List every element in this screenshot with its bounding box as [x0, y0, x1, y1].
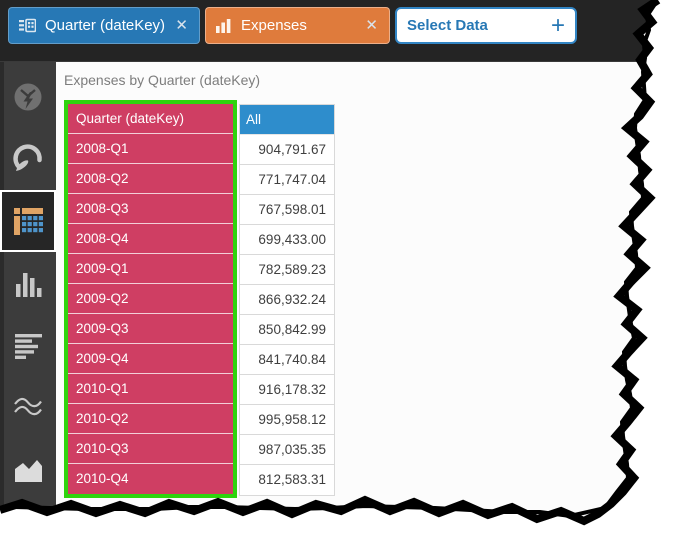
value-field-pill[interactable]: Expenses ✕: [205, 7, 390, 44]
row-key-cell[interactable]: 2008-Q1: [68, 134, 233, 164]
sidebar-item-area-chart[interactable]: [0, 438, 56, 500]
sidebar-item-column-chart[interactable]: [0, 252, 56, 314]
row-value-cell[interactable]: 916,178.32: [240, 375, 334, 405]
row-field-label: Quarter (dateKey): [45, 17, 166, 34]
row-key-cell[interactable]: 2009-Q4: [68, 344, 233, 374]
select-data-label: Select Data: [407, 17, 488, 34]
row-value-cell[interactable]: 904,791.67: [240, 135, 334, 165]
row-key-cell[interactable]: 2010-Q3: [68, 434, 233, 464]
column-chart-icon: [15, 272, 41, 297]
horizontal-bar-chart-icon: [14, 333, 42, 359]
plus-icon: +: [550, 11, 565, 39]
row-key-cell[interactable]: 2008-Q4: [68, 224, 233, 254]
row-key-cell[interactable]: 2009-Q3: [68, 314, 233, 344]
key-column-cells: Quarter (dateKey) 2008-Q1 2008-Q2 2008-Q3 2…: [68, 104, 233, 494]
sidebar-item-bar-chart[interactable]: [0, 314, 56, 376]
row-value-cell[interactable]: 850,842.99: [240, 315, 334, 345]
row-value-cell[interactable]: 782,589.23: [240, 255, 334, 285]
select-data-button[interactable]: Select Data +: [395, 7, 577, 44]
row-value-cell[interactable]: 841,740.84: [240, 345, 334, 375]
value-column-header[interactable]: All: [240, 105, 334, 135]
key-column-header[interactable]: Quarter (dateKey): [68, 104, 233, 134]
sidebar-item-line-chart[interactable]: [0, 376, 56, 438]
sidebar-item-pivot-grid[interactable]: [0, 190, 56, 252]
field-grid-icon: [19, 17, 36, 34]
remove-row-field-icon[interactable]: ✕: [175, 17, 188, 34]
row-key-cell[interactable]: 2010-Q1: [68, 374, 233, 404]
remove-value-field-icon[interactable]: ✕: [365, 17, 378, 34]
row-value-cell[interactable]: 812,583.31: [240, 465, 334, 495]
row-field-pill[interactable]: Quarter (dateKey) ✕: [8, 7, 200, 44]
row-value-cell[interactable]: 699,433.00: [240, 225, 334, 255]
sidebar-item-auto-insights[interactable]: [0, 66, 56, 128]
row-key-cell[interactable]: 2010-Q4: [68, 464, 233, 494]
row-value-cell[interactable]: 767,598.01: [240, 195, 334, 225]
gauge-icon: [13, 144, 42, 171]
row-key-cell[interactable]: 2009-Q1: [68, 254, 233, 284]
auto-insights-icon: [14, 83, 42, 111]
row-value-cell[interactable]: 987,035.35: [240, 435, 334, 465]
bar-chart-icon: [216, 17, 232, 34]
row-value-cell[interactable]: 995,958.12: [240, 405, 334, 435]
value-column-cells: All 904,791.67 771,747.04 767,598.01 699,43…: [240, 105, 334, 495]
row-key-cell[interactable]: 2009-Q2: [68, 284, 233, 314]
line-chart-icon: [14, 397, 42, 416]
row-key-cell[interactable]: 2010-Q2: [68, 404, 233, 434]
row-value-cell[interactable]: 771,747.04: [240, 165, 334, 195]
row-key-cell[interactable]: 2008-Q2: [68, 164, 233, 194]
key-column[interactable]: Quarter (dateKey) 2008-Q1 2008-Q2 2008-Q3 2…: [64, 100, 237, 498]
visualization-title: Expenses by Quarter (dateKey): [64, 72, 261, 88]
value-column: All 904,791.67 771,747.04 767,598.01 699,43…: [239, 104, 335, 496]
pivot-table: Quarter (dateKey) 2008-Q1 2008-Q2 2008-Q3 2…: [64, 100, 679, 498]
value-field-label: Expenses: [241, 17, 307, 34]
area-chart-icon: [15, 460, 42, 482]
row-key-cell[interactable]: 2008-Q3: [68, 194, 233, 224]
chart-type-sidebar: [0, 62, 56, 552]
pivot-grid-icon: [13, 207, 43, 235]
visualization-panel: Expenses by Quarter (dateKey) Quarter (d…: [56, 62, 679, 552]
data-fields-toolbar: Quarter (dateKey) ✕ Expenses ✕ Select Da…: [0, 0, 679, 62]
row-value-cell[interactable]: 866,932.24: [240, 285, 334, 315]
sidebar-item-gauge[interactable]: [0, 128, 56, 190]
